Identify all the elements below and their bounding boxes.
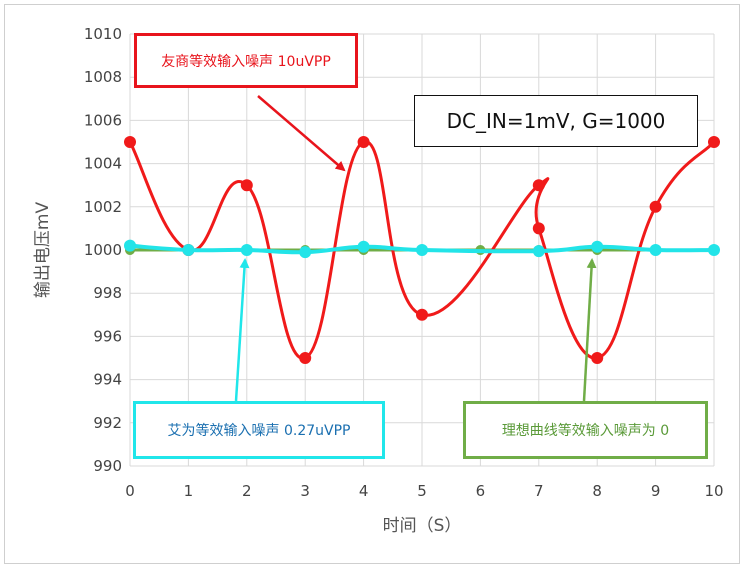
axis-labels: 990 992 994 996 998 1000 1002 1004 1006 1008 1010 0… [33, 25, 724, 536]
x-tick-label: 0 [125, 482, 135, 500]
green-annotation-arrow [582, 258, 597, 402]
y-tick-label: 994 [93, 371, 122, 389]
annotation-awinic-noise: 艾为等效输入噪声 0.27uVPP [133, 401, 385, 459]
y-tick-label: 998 [93, 284, 122, 302]
series-1 [124, 239, 720, 259]
y-tick-label: 1010 [84, 25, 122, 43]
series-layer [124, 136, 720, 364]
annotation-arrows [234, 95, 597, 402]
data-point [708, 136, 720, 148]
data-point [240, 244, 253, 256]
x-tick-label: 1 [184, 482, 194, 500]
y-tick-label: 1006 [84, 111, 122, 129]
x-tick-label: 5 [417, 482, 427, 500]
data-point [591, 352, 604, 364]
data-point [532, 179, 545, 192]
data-point [649, 200, 662, 213]
x-tick-label: 4 [359, 482, 369, 500]
x-tick-label: 3 [300, 482, 310, 500]
y-tick-label: 1002 [84, 198, 122, 216]
y-tick-label: 992 [93, 414, 122, 432]
x-tick-label: 2 [242, 482, 252, 500]
data-point [357, 240, 370, 253]
y-tick-label: 1004 [84, 155, 122, 173]
red-annotation-arrow [257, 95, 346, 172]
data-point [124, 239, 136, 252]
y-tick-label: 1000 [84, 241, 122, 259]
x-tick-label: 10 [704, 482, 723, 500]
annotation-competitor-noise: 友商等效输入噪声 10uVPP [134, 33, 358, 88]
data-point [532, 222, 545, 235]
data-point [416, 308, 428, 321]
data-point [299, 246, 312, 259]
annotation-test-condition: DC_IN=1mV, G=1000 [414, 95, 698, 147]
data-point [416, 244, 428, 256]
data-point [708, 244, 720, 256]
x-tick-label: 8 [592, 482, 602, 500]
data-point [299, 352, 312, 364]
annotation-ideal-curve: 理想曲线等效输入噪声为 0 [463, 401, 708, 459]
data-point [124, 136, 136, 148]
data-point [240, 179, 253, 192]
y-tick-label: 990 [93, 457, 122, 475]
series-line [128, 243, 716, 255]
y-axis-title: 输出电压mV [33, 202, 53, 299]
data-point [591, 240, 604, 253]
data-point [532, 245, 545, 258]
data-point [357, 136, 370, 148]
cyan-annotation-arrow [234, 258, 250, 402]
series-0 [124, 136, 720, 364]
data-point [182, 244, 195, 256]
x-tick-label: 6 [476, 482, 486, 500]
series-line [128, 140, 716, 360]
x-axis-title: 时间（S） [383, 516, 462, 536]
x-tick-label: 9 [651, 482, 661, 500]
data-point [649, 244, 662, 256]
x-tick-label: 7 [534, 482, 544, 500]
y-tick-label: 996 [93, 327, 122, 345]
y-tick-label: 1008 [84, 68, 122, 86]
